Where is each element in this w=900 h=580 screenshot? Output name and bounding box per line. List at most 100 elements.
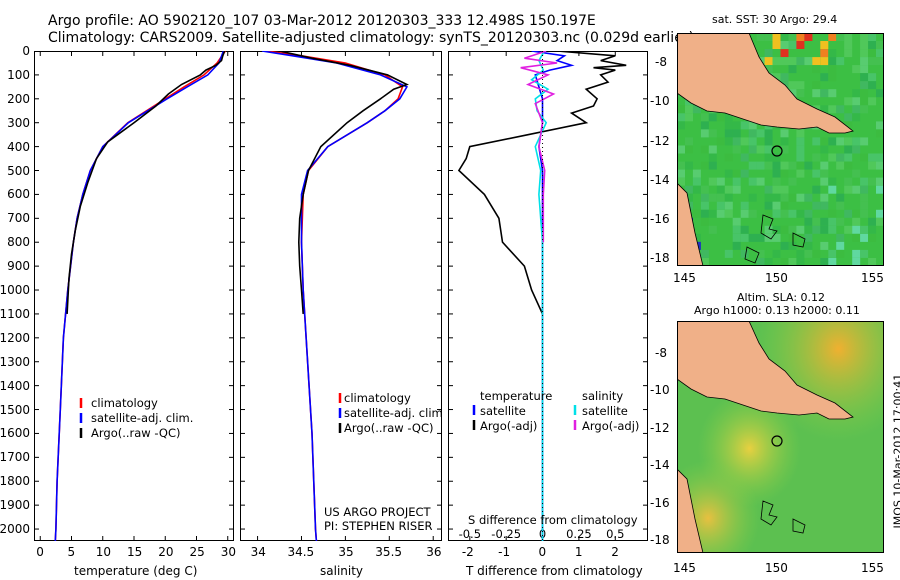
sst-tile bbox=[677, 105, 685, 114]
t-difference-xlabel: T difference from climatology bbox=[466, 564, 643, 578]
sst-tile bbox=[724, 129, 733, 138]
sst-argo-marker bbox=[771, 145, 783, 157]
sst-tile bbox=[708, 209, 717, 218]
sst-tile bbox=[708, 129, 717, 138]
sst-tile bbox=[852, 225, 861, 234]
sst-tile bbox=[876, 153, 884, 162]
sst-tile bbox=[732, 121, 741, 130]
sst-tile bbox=[820, 217, 829, 226]
sst-tile bbox=[732, 233, 741, 242]
sst-tile bbox=[860, 185, 869, 194]
sst-tile bbox=[708, 145, 717, 154]
x-tick-label: 10 bbox=[95, 545, 112, 559]
depth-tick-label: 1600 bbox=[0, 426, 30, 441]
sst-tile bbox=[836, 217, 845, 226]
sst-tile bbox=[700, 121, 709, 130]
sst-map-frame bbox=[677, 33, 884, 266]
x-tick-label: 15 bbox=[127, 545, 143, 559]
sst-tile bbox=[828, 33, 837, 41]
sst-xtick-150: 150 bbox=[765, 271, 788, 285]
s-tick-label: -0.5 bbox=[459, 527, 481, 541]
sst-tile bbox=[804, 217, 813, 226]
sst-tile bbox=[788, 225, 797, 234]
sst-tile bbox=[764, 193, 773, 202]
series-line bbox=[66, 51, 226, 314]
sst-tile bbox=[732, 225, 741, 234]
sst-tile bbox=[820, 41, 829, 49]
sst-tile bbox=[772, 41, 781, 49]
depth-tick-label: 2000 bbox=[0, 522, 30, 537]
sst-tile bbox=[716, 201, 725, 210]
sst-tile bbox=[724, 249, 733, 258]
sst-tile bbox=[844, 177, 853, 186]
sst-tile bbox=[748, 137, 757, 146]
sst-tile bbox=[716, 177, 725, 186]
sst-tile bbox=[796, 161, 805, 170]
sst-tile bbox=[756, 258, 765, 266]
salinity-frame bbox=[240, 51, 442, 541]
sst-tile bbox=[828, 89, 837, 98]
series-line bbox=[279, 51, 409, 314]
sst-tile bbox=[700, 217, 709, 226]
sst-tile bbox=[876, 49, 884, 58]
project-note: US ARGO PROJECT bbox=[324, 505, 432, 519]
sst-tile bbox=[852, 217, 861, 226]
sst-tile bbox=[868, 33, 877, 41]
sst-tile bbox=[844, 97, 853, 106]
depth-tick-label: 600 bbox=[7, 187, 30, 202]
sst-tile bbox=[677, 113, 685, 122]
salinity-legend: climatology satellite-adj. clim. Argo(..… bbox=[324, 391, 442, 533]
sla-xtick-155: 155 bbox=[861, 561, 884, 575]
sst-tile bbox=[716, 113, 725, 122]
sst-tile bbox=[828, 225, 837, 234]
sst-tile bbox=[780, 241, 789, 250]
sst-tile bbox=[844, 185, 853, 194]
sst-tile bbox=[780, 73, 789, 82]
sst-tile bbox=[876, 217, 884, 226]
sst-tile bbox=[748, 129, 757, 138]
sst-tile bbox=[828, 209, 837, 218]
series-line bbox=[54, 51, 225, 541]
title-line-2: Climatology: CARS2009. Satellite-adjuste… bbox=[48, 30, 695, 46]
depth-tick-label: 0 bbox=[22, 44, 30, 58]
sst-tile bbox=[876, 185, 884, 194]
sst-tile bbox=[820, 258, 829, 266]
temperature-xlabel: temperature (deg C) bbox=[74, 564, 198, 578]
sst-tile bbox=[748, 193, 757, 202]
sst-tile bbox=[804, 57, 813, 66]
sst-tile bbox=[708, 153, 717, 162]
sst-tile bbox=[724, 113, 733, 122]
difference-panel: -0.5 -0.25 0 0.25 0.5 temperature salinity s… bbox=[448, 51, 648, 541]
sst-tile bbox=[836, 57, 845, 66]
sst-tile bbox=[756, 33, 765, 41]
depth-tick-label: 300 bbox=[7, 115, 30, 130]
sst-tile bbox=[836, 193, 845, 202]
temperature-legend: climatology satellite-adj. clim. Argo(..… bbox=[79, 396, 193, 440]
sst-tile bbox=[780, 161, 789, 170]
s-tick-label: 0.5 bbox=[606, 527, 624, 541]
sst-tile bbox=[764, 201, 773, 210]
sst-tile bbox=[764, 225, 773, 234]
sst-tile bbox=[724, 121, 733, 130]
sst-tile bbox=[812, 137, 821, 146]
sst-tile bbox=[860, 153, 869, 162]
sst-tile bbox=[804, 33, 813, 41]
sst-tile bbox=[828, 105, 837, 114]
sst-tile bbox=[780, 33, 789, 41]
sst-tile bbox=[772, 161, 781, 170]
sst-tile bbox=[772, 153, 781, 162]
sst-tile bbox=[772, 201, 781, 210]
legend-title-salinity: salinity bbox=[582, 389, 623, 403]
sla-land-australia bbox=[677, 468, 704, 553]
sst-tile bbox=[708, 113, 717, 122]
depth-tick-label: 400 bbox=[7, 139, 30, 154]
sst-tile bbox=[828, 249, 837, 258]
sla-land-png bbox=[677, 321, 854, 420]
sla-xtick-150: 150 bbox=[765, 561, 788, 575]
difference-series bbox=[457, 51, 627, 541]
sst-tile bbox=[852, 209, 861, 218]
s-tick-label: -0.25 bbox=[491, 527, 521, 541]
sst-tile bbox=[732, 217, 741, 226]
sst-tile bbox=[852, 89, 861, 98]
sst-tile bbox=[700, 129, 709, 138]
